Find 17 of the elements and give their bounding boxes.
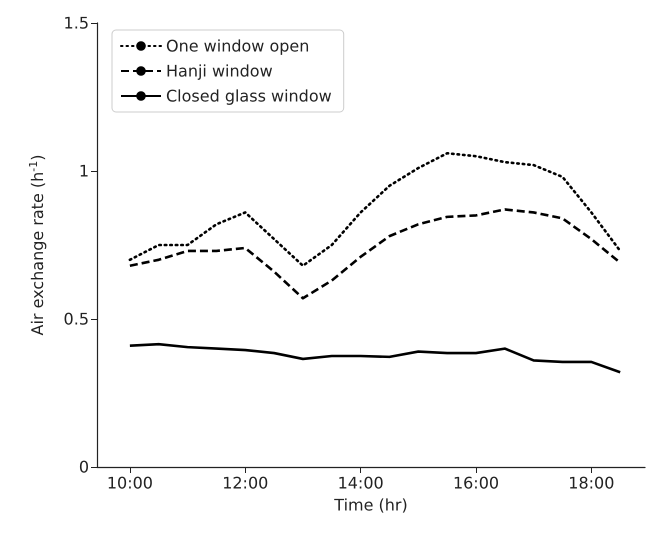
line-series — [128, 208, 622, 300]
line-series — [128, 342, 622, 374]
legend-label: Closed glass window — [166, 86, 332, 106]
y-tick-label: 0.5 — [64, 310, 89, 328]
legend-label: Hanji window — [166, 62, 273, 80]
x-tick-label: 16:00 — [452, 474, 500, 492]
y-tick-label: 1 — [78, 162, 89, 180]
legend-label: One window open — [166, 36, 310, 56]
x-tick-label: 10:00 — [106, 474, 153, 492]
y-axis-title: Air exchange rate (h-1) — [27, 154, 47, 336]
x-tick-label: 12:00 — [222, 474, 268, 492]
y-tick-label: 1.5 — [64, 14, 89, 32]
line-series — [128, 152, 622, 268]
x-tick-label: 18:00 — [568, 474, 614, 492]
x-tick-label: 14:00 — [338, 474, 384, 492]
x-axis-title: Time (hr) — [333, 496, 408, 514]
y-tick-label: 0 — [78, 458, 89, 476]
